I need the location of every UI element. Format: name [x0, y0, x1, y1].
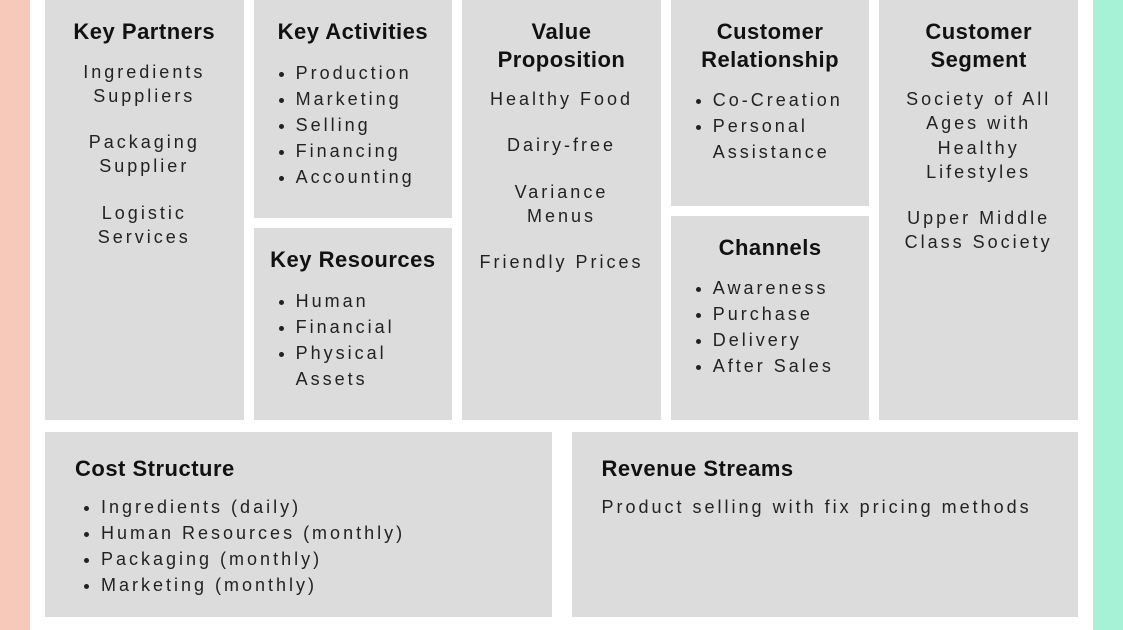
partner-item: Ingredients Suppliers	[61, 60, 228, 109]
partner-item: Packaging Supplier	[61, 130, 228, 179]
cost-item: Marketing (monthly)	[101, 572, 522, 598]
box-customer-segment: Customer Segment Society of All Ages wit…	[879, 0, 1078, 420]
channel-item: After Sales	[713, 353, 854, 379]
resource-item: Physical Assets	[296, 340, 437, 392]
channel-item: Delivery	[713, 327, 854, 353]
activity-item: Selling	[296, 112, 437, 138]
title-channels: Channels	[687, 234, 854, 262]
decor-stripe-left	[0, 0, 30, 630]
list-cost-structure: Ingredients (daily) Human Resources (mon…	[75, 494, 522, 598]
resource-item: Financial	[296, 314, 437, 340]
title-key-resources: Key Resources	[270, 246, 437, 274]
col-value-proposition: Value Proposition Healthy Food Dairy-fre…	[462, 0, 661, 420]
value-item: Variance Menus	[478, 180, 645, 229]
list-key-resources: Human Financial Physical Assets	[270, 288, 437, 392]
channel-item: Purchase	[713, 301, 854, 327]
col-customer-segment: Customer Segment Society of All Ages wit…	[879, 0, 1078, 420]
title-cost-structure: Cost Structure	[75, 456, 522, 482]
box-revenue-streams: Revenue Streams Product selling with fix…	[572, 432, 1079, 617]
activity-item: Marketing	[296, 86, 437, 112]
activity-item: Production	[296, 60, 437, 86]
title-key-activities: Key Activities	[270, 18, 437, 46]
revenue-body: Product selling with fix pricing methods	[602, 494, 1049, 521]
partner-item: Logistic Services	[61, 201, 228, 250]
list-key-activities: Production Marketing Selling Financing A…	[270, 60, 437, 190]
decor-stripe-right	[1093, 0, 1123, 630]
title-value-proposition: Value Proposition	[478, 18, 645, 73]
list-customer-relationship: Co-Creation Personal Assistance	[687, 87, 854, 165]
col-key-partners: Key Partners Ingredients Suppliers Packa…	[45, 0, 244, 420]
box-key-activities: Key Activities Production Marketing Sell…	[254, 0, 453, 218]
box-cost-structure: Cost Structure Ingredients (daily) Human…	[45, 432, 552, 617]
relationship-item: Co-Creation	[713, 87, 854, 113]
title-revenue-streams: Revenue Streams	[602, 456, 1049, 482]
segment-item: Upper Middle Class Society	[895, 206, 1062, 255]
col-relationship-channels: Customer Relationship Co-Creation Person…	[671, 0, 870, 420]
value-item: Healthy Food	[490, 87, 633, 111]
cost-item: Human Resources (monthly)	[101, 520, 522, 546]
box-key-partners: Key Partners Ingredients Suppliers Packa…	[45, 0, 244, 420]
channel-item: Awareness	[713, 275, 854, 301]
segment-item: Society of All Ages with Healthy Lifesty…	[895, 87, 1062, 184]
list-value-proposition: Healthy Food Dairy-free Variance Menus F…	[478, 87, 645, 274]
title-customer-segment: Customer Segment	[895, 18, 1062, 73]
list-key-partners: Ingredients Suppliers Packaging Supplier…	[61, 60, 228, 250]
cost-item: Ingredients (daily)	[101, 494, 522, 520]
value-item: Friendly Prices	[479, 250, 643, 274]
bmc-top-row: Key Partners Ingredients Suppliers Packa…	[45, 0, 1078, 420]
list-channels: Awareness Purchase Delivery After Sales	[687, 275, 854, 379]
box-customer-relationship: Customer Relationship Co-Creation Person…	[671, 0, 870, 206]
col-activities-resources: Key Activities Production Marketing Sell…	[254, 0, 453, 420]
cost-item: Packaging (monthly)	[101, 546, 522, 572]
box-key-resources: Key Resources Human Financial Physical A…	[254, 228, 453, 420]
title-customer-relationship: Customer Relationship	[687, 18, 854, 73]
activity-item: Accounting	[296, 164, 437, 190]
bmc-bottom-row: Cost Structure Ingredients (daily) Human…	[45, 432, 1078, 617]
activity-item: Financing	[296, 138, 437, 164]
box-channels: Channels Awareness Purchase Delivery Aft…	[671, 216, 870, 420]
title-key-partners: Key Partners	[61, 18, 228, 46]
resource-item: Human	[296, 288, 437, 314]
relationship-item: Personal Assistance	[713, 113, 854, 165]
bmc-canvas: Key Partners Ingredients Suppliers Packa…	[45, 0, 1078, 630]
box-value-proposition: Value Proposition Healthy Food Dairy-fre…	[462, 0, 661, 420]
value-item: Dairy-free	[507, 133, 616, 157]
list-customer-segment: Society of All Ages with Healthy Lifesty…	[895, 87, 1062, 255]
